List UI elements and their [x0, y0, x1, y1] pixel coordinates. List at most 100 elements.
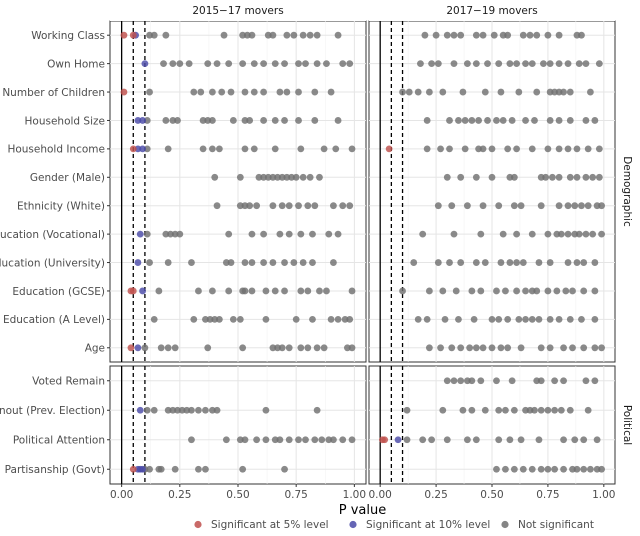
- point-ns: [311, 88, 319, 96]
- point-ns: [334, 117, 342, 124]
- point-ns: [421, 31, 429, 39]
- point-ns: [327, 88, 335, 96]
- point-ns: [546, 259, 554, 266]
- point-ns: [428, 436, 436, 444]
- point-ns: [504, 145, 512, 153]
- point-ns: [510, 173, 518, 181]
- y-tick-label: Ethnicity (White): [17, 201, 105, 213]
- point-ns: [464, 436, 471, 444]
- point-ns: [202, 465, 209, 473]
- point-sig5: [120, 88, 128, 96]
- legend-label-sig5: Significant at 5% level: [211, 519, 329, 531]
- point-ns: [334, 315, 342, 323]
- point-ns: [209, 287, 216, 295]
- y-tick-label: Household Income: [7, 144, 105, 156]
- point-ns: [313, 406, 321, 414]
- point-ns: [306, 173, 314, 181]
- point-ns: [155, 287, 163, 295]
- point-ns: [239, 344, 247, 352]
- point-ns: [477, 377, 485, 385]
- point-ns: [578, 31, 585, 39]
- point-ns: [292, 315, 300, 323]
- point-ns: [325, 230, 333, 238]
- point-ns: [276, 88, 284, 96]
- point-ns: [195, 465, 202, 473]
- point-ns: [313, 60, 321, 68]
- point-ns: [472, 436, 480, 444]
- point-ns: [316, 173, 323, 181]
- point-ns: [269, 202, 277, 210]
- point-ns: [271, 287, 279, 295]
- point-ns: [455, 315, 462, 323]
- point-ns: [531, 406, 538, 414]
- point-ns: [248, 259, 256, 266]
- x-axis-title: P value: [339, 503, 386, 518]
- point-ns: [425, 344, 433, 352]
- point-ns: [591, 315, 599, 323]
- point-ns: [466, 344, 474, 352]
- point-ns: [477, 230, 485, 238]
- point-ns: [551, 377, 559, 385]
- point-ns: [271, 60, 279, 68]
- point-ns: [515, 88, 523, 96]
- point-ns: [399, 88, 406, 96]
- point-ns: [555, 315, 563, 323]
- point-ns: [403, 436, 411, 444]
- point-sig10: [134, 344, 142, 352]
- point-ns: [502, 287, 509, 295]
- point-ns: [283, 31, 291, 39]
- point-ns: [188, 259, 195, 266]
- point-sig5: [129, 465, 137, 473]
- point-ns: [143, 230, 151, 238]
- point-ns: [502, 406, 509, 414]
- point-sig5: [129, 287, 137, 295]
- point-ns: [146, 259, 153, 266]
- point-ns: [281, 60, 288, 68]
- point-ns: [587, 88, 594, 96]
- point-ns: [260, 60, 267, 68]
- point-ns: [580, 465, 588, 473]
- point-ns: [339, 202, 347, 210]
- point-ns: [202, 406, 209, 414]
- point-ns: [262, 315, 270, 323]
- point-ns: [146, 31, 153, 39]
- point-ns: [468, 287, 476, 295]
- point-ns: [220, 31, 228, 39]
- point-ns: [243, 31, 251, 39]
- point-ns: [472, 173, 480, 181]
- point-ns: [227, 88, 235, 96]
- point-ns: [533, 31, 541, 39]
- point-ns: [304, 287, 312, 295]
- point-ns: [578, 202, 585, 210]
- point-ns: [281, 465, 288, 473]
- point-ns: [517, 436, 525, 444]
- point-ns: [566, 88, 574, 96]
- point-sig5: [120, 31, 128, 39]
- point-ns: [481, 406, 489, 414]
- point-ns: [508, 377, 516, 385]
- point-ns: [468, 377, 476, 385]
- point-ns: [348, 436, 356, 444]
- point-sig5: [129, 31, 137, 39]
- y-tick-label: Number of Children: [2, 87, 105, 99]
- point-ns: [423, 117, 431, 124]
- point-ns: [292, 173, 300, 181]
- point-ns: [264, 31, 272, 39]
- point-ns: [348, 287, 356, 295]
- point-ns: [528, 315, 536, 323]
- point-ns: [278, 202, 286, 210]
- point-ns: [555, 202, 563, 210]
- point-ns: [290, 31, 298, 39]
- point-ns: [225, 60, 233, 68]
- point-ns: [299, 173, 307, 181]
- point-ns: [475, 117, 482, 124]
- point-ns: [553, 287, 561, 295]
- y-tick-label: Education (University): [0, 257, 105, 269]
- point-ns: [239, 60, 247, 68]
- point-ns: [497, 88, 505, 96]
- point-ns: [564, 230, 572, 238]
- point-ns: [281, 117, 288, 124]
- point-ns: [162, 230, 170, 238]
- point-ns: [499, 230, 507, 238]
- point-ns: [343, 344, 351, 352]
